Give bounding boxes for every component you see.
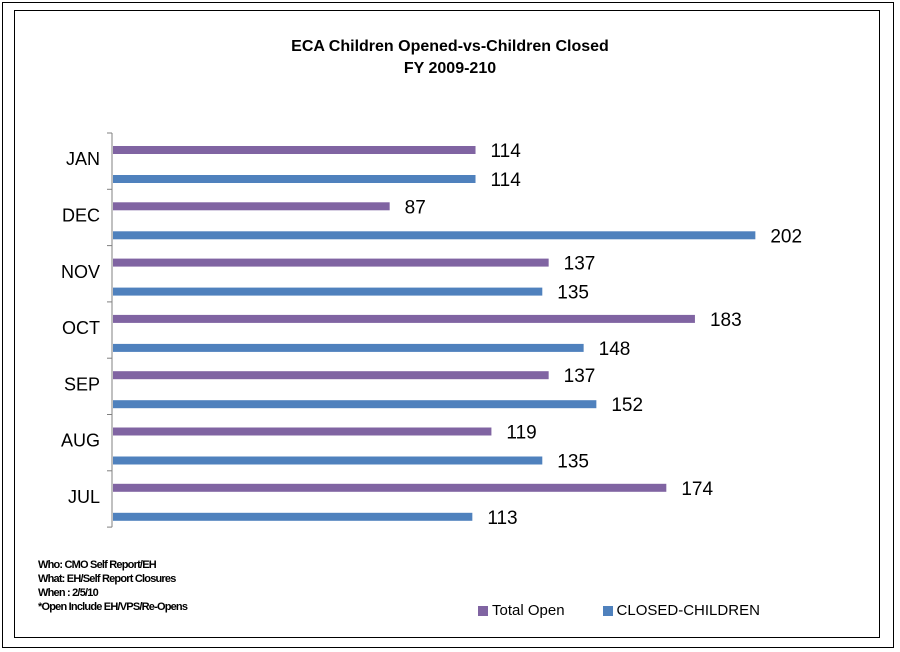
legend: Total Open CLOSED-CHILDREN	[478, 602, 798, 619]
legend-label-closed-children: CLOSED-CHILDREN	[616, 602, 760, 619]
bar-closed-children	[113, 456, 543, 465]
data-label: 148	[599, 339, 631, 360]
note-line: Who: CMO Self Report/EH	[38, 559, 157, 571]
source-notes: Who: CMO Self Report/EH What: EH/Self Re…	[38, 558, 188, 614]
bar-closed-children	[113, 400, 597, 409]
bar-closed-children	[113, 343, 584, 352]
data-label: 114	[491, 141, 522, 162]
data-label: 113	[487, 508, 517, 529]
data-label: 87	[405, 197, 426, 218]
category-label: AUG	[61, 431, 100, 451]
bar-closed-children	[113, 175, 476, 183]
legend-item-closed-children: CLOSED-CHILDREN	[602, 602, 760, 619]
bar-total-open	[113, 427, 492, 436]
category-label: JUL	[68, 487, 100, 507]
data-label: 137	[564, 254, 596, 275]
category-label: NOV	[61, 262, 100, 282]
legend-swatch-total-open	[478, 605, 488, 616]
bar-total-open	[113, 371, 549, 380]
note-line: What: EH/Self Report Closures	[38, 573, 176, 585]
legend-swatch-closed-children	[602, 605, 613, 616]
data-label: 183	[710, 310, 742, 331]
note-line: *Open Include EH/VPS/Re-Opens	[38, 601, 188, 613]
legend-label-total-open: Total Open	[492, 602, 565, 619]
category-label: JAN	[66, 149, 100, 169]
bar-closed-children	[113, 512, 473, 521]
bar-total-open	[113, 258, 549, 267]
legend-item-total-open: Total Open	[478, 602, 565, 619]
data-label: 135	[557, 452, 589, 473]
chart-subtitle: FY 2009-210	[403, 60, 497, 77]
category-label: SEP	[64, 374, 100, 394]
chart-title: ECA Children Opened-vs-Children Closed	[291, 38, 609, 55]
bar-total-open	[113, 202, 390, 211]
bar-total-open	[113, 483, 667, 492]
inner-border	[14, 10, 880, 638]
data-label: 135	[557, 283, 589, 304]
category-label: OCT	[62, 318, 100, 338]
note-line: When : 2/5/10	[38, 587, 99, 599]
data-label: 152	[611, 395, 643, 416]
data-label: 137	[564, 366, 596, 387]
data-label: 114	[491, 170, 522, 191]
chart-title-block: ECA Children Opened-vs-Children Closed F…	[0, 36, 900, 80]
bar-closed-children	[113, 287, 543, 296]
bar-total-open	[113, 146, 476, 154]
data-label: 202	[770, 226, 802, 247]
category-label: DEC	[62, 205, 100, 225]
bar-closed-children	[113, 231, 756, 240]
data-label: 174	[681, 479, 713, 500]
bar-total-open	[113, 314, 695, 323]
data-label: 119	[506, 423, 536, 444]
